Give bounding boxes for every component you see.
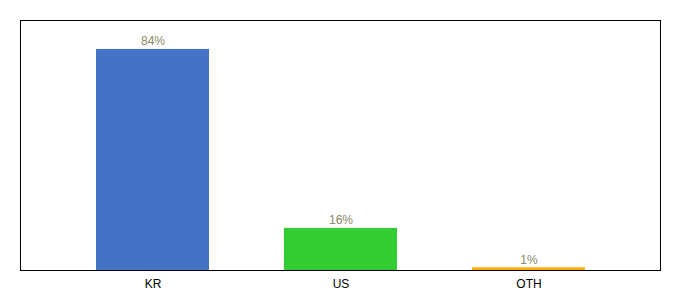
svg-text:16%: 16% [329,213,353,227]
svg-text:US: US [333,277,350,291]
svg-text:84%: 84% [141,34,165,48]
svg-text:1%: 1% [520,253,538,267]
svg-text:KR: KR [145,277,162,291]
svg-text:OTH: OTH [516,277,541,291]
